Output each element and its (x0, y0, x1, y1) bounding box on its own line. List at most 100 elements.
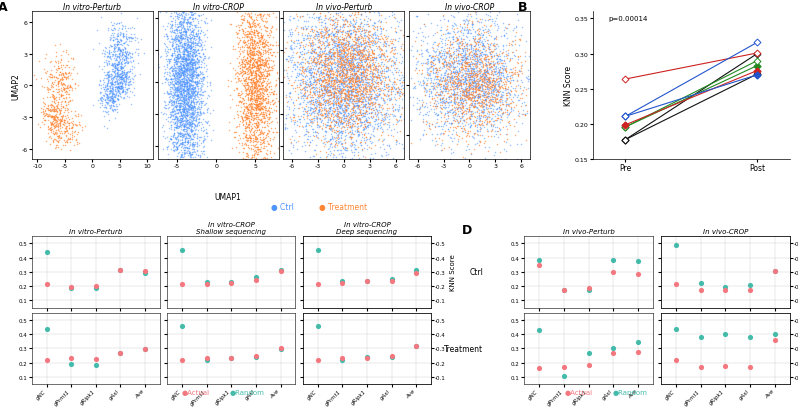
Point (284, 32, 297, 38)
Point (45, 81, 58, 88)
Point (250, 32, 263, 39)
Point (265, 125, 278, 132)
Point (178, 45, 191, 52)
Point (240, 11, 253, 18)
Point (339, 71, 352, 78)
Point (173, 115, 186, 122)
Point (233, 149, 246, 156)
Point (322, 43, 334, 49)
Point (117, 40, 129, 47)
Point (62, 123, 75, 129)
Point (331, 51, 344, 58)
Point (322, 81, 335, 87)
Point (437, 56, 449, 62)
Point (694, 364, 707, 370)
Point (333, 52, 346, 59)
Point (326, 126, 339, 132)
Point (429, 39, 442, 46)
Point (335, 150, 348, 157)
Point (474, 62, 487, 68)
Point (247, 135, 259, 142)
Point (184, 96, 196, 102)
Point (371, 75, 384, 82)
Point (177, 83, 190, 90)
Point (96, 66, 109, 73)
Point (352, 97, 365, 104)
Point (231, 77, 244, 83)
Point (239, 62, 251, 69)
Point (486, 99, 499, 105)
Point (344, 81, 357, 87)
Point (243, 59, 256, 65)
Point (190, 40, 203, 47)
Point (302, 67, 315, 74)
Point (355, 113, 368, 119)
Point (463, 70, 476, 77)
Point (182, 56, 195, 63)
Point (243, 79, 256, 86)
Point (185, 53, 198, 59)
Point (172, 71, 185, 78)
Point (337, 66, 350, 73)
Point (355, 74, 368, 81)
Point (254, 103, 267, 109)
Point (353, 34, 365, 41)
Point (289, 127, 302, 134)
Point (452, 44, 465, 51)
Point (444, 41, 456, 48)
Point (233, 132, 246, 139)
Point (452, 137, 464, 143)
Point (40, 87, 53, 93)
Point (308, 47, 321, 54)
Point (331, 82, 344, 88)
Point (337, 59, 350, 66)
Point (61, 114, 74, 121)
Point (190, 31, 203, 37)
Point (485, 82, 498, 89)
Point (242, 107, 255, 113)
Point (407, 29, 420, 36)
Point (103, 55, 116, 62)
Point (287, 114, 300, 121)
Point (480, 92, 492, 98)
Point (93, 64, 105, 71)
Point (350, 57, 363, 64)
Point (188, 101, 200, 108)
Point (188, 122, 201, 129)
Point (174, 36, 187, 43)
Point (444, 78, 456, 85)
Point (469, 52, 482, 58)
Point (358, 126, 370, 132)
Point (448, 91, 460, 98)
Point (184, 133, 196, 140)
Point (465, 97, 478, 104)
Point (360, 70, 373, 76)
Point (120, 57, 132, 63)
Point (364, 96, 377, 102)
Point (468, 57, 480, 64)
Point (313, 76, 326, 83)
Point (310, 71, 322, 77)
Point (267, 91, 280, 98)
Point (367, 51, 380, 57)
Point (99, 83, 112, 90)
Point (183, 75, 196, 81)
Point (355, 111, 368, 118)
Point (113, 62, 125, 69)
Point (174, 61, 187, 67)
Point (234, 65, 247, 72)
Point (233, 45, 246, 52)
Point (340, 93, 353, 100)
Point (168, 100, 180, 106)
Point (196, 124, 209, 131)
Point (177, 118, 190, 125)
Point (440, 42, 453, 48)
Point (322, 28, 334, 34)
Point (480, 74, 493, 81)
Point (422, 93, 435, 100)
Point (124, 82, 136, 88)
Point (344, 65, 357, 72)
Point (429, 99, 441, 106)
Point (295, 57, 308, 63)
Point (117, 45, 130, 51)
